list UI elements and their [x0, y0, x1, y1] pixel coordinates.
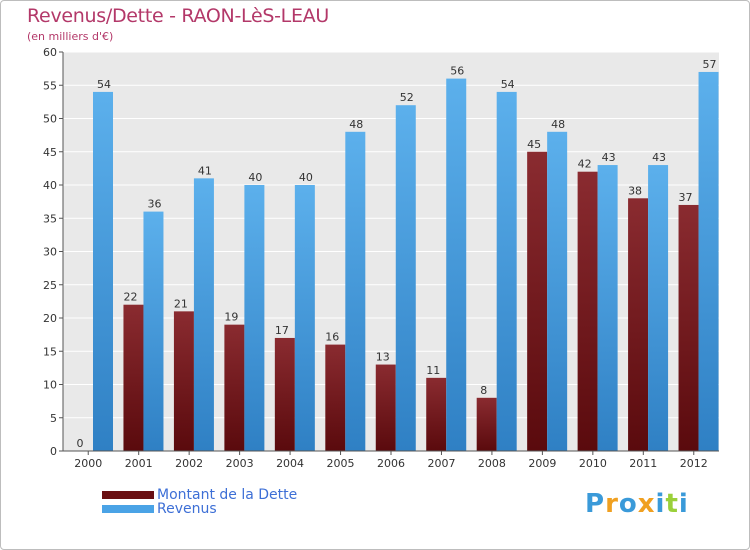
bar-revenus [244, 185, 265, 451]
y-tick-label: 45 [43, 146, 57, 159]
logo-letter: t [665, 489, 679, 519]
legend-label-revenus: Revenus [157, 501, 217, 517]
x-tick-label: 2000 [74, 457, 102, 470]
legend-swatch-dette [101, 490, 155, 500]
y-tick-label: 30 [43, 246, 57, 259]
legend-swatch-revenus [101, 504, 155, 514]
data-label-dette: 42 [578, 158, 592, 171]
data-label-revenus: 54 [501, 78, 515, 91]
y-tick-label: 20 [43, 312, 57, 325]
x-tick-label: 2006 [377, 457, 405, 470]
proxiti-logo: Proxiti [585, 489, 689, 519]
data-labels-group: 0 54 22 36 21 41 19 40 17 40 16 48 13 52 11 56 8 54 45 48 42… [77, 58, 717, 450]
data-label-dette: 21 [174, 297, 188, 310]
legend-label-dette: Montant de la Dette [157, 487, 298, 503]
x-tick-label: 2001 [125, 457, 153, 470]
y-tick-label: 10 [43, 379, 57, 392]
x-tick-label: 2008 [478, 457, 506, 470]
x-tick-label: 2003 [226, 457, 254, 470]
bar-dette [123, 304, 144, 451]
y-tick-label: 35 [43, 212, 57, 225]
y-tick-label: 0 [50, 445, 57, 458]
y-axis: 0 5 10 15 20 25 30 35 40 45 50 55 60 [43, 46, 64, 458]
data-label-revenus: 52 [400, 91, 414, 104]
bar-revenus [345, 131, 366, 452]
y-tick-label: 25 [43, 279, 57, 292]
bar-revenus [496, 91, 517, 452]
y-tick-label: 55 [43, 79, 57, 92]
data-label-dette: 16 [325, 331, 339, 344]
x-tick-label: 2012 [680, 457, 708, 470]
bar-dette [224, 324, 245, 451]
bar-revenus [597, 165, 618, 452]
x-axis: 2000 2001 2002 2003 2004 2005 2006 2007 2008 2009… [63, 450, 719, 470]
data-label-revenus: 41 [198, 164, 212, 177]
data-label-revenus: 43 [602, 151, 616, 164]
x-tick-label: 2005 [327, 457, 355, 470]
y-tick-label: 40 [43, 179, 57, 192]
bar-dette [678, 204, 699, 451]
logo-letter: P [585, 489, 606, 519]
chart-subtitle: (en milliers d'€) [27, 30, 114, 43]
bar-dette [628, 198, 649, 451]
data-label-revenus: 36 [147, 198, 161, 211]
bar-dette [375, 364, 396, 451]
data-label-dette: 38 [628, 184, 642, 197]
chart-title: Revenus/Dette - RAON-LèS-LEAU [27, 5, 329, 27]
bar-dette [577, 171, 598, 451]
x-tick-label: 2004 [276, 457, 304, 470]
data-label-dette: 8 [480, 384, 487, 397]
data-label-revenus: 43 [652, 151, 666, 164]
logo-letter: x [637, 489, 656, 519]
bar-dette [527, 151, 548, 451]
logo-letter: i [655, 489, 666, 519]
data-label-revenus: 54 [97, 78, 111, 91]
data-label-revenus: 40 [248, 171, 262, 184]
data-label-dette: 17 [275, 324, 289, 337]
data-label-revenus: 48 [551, 118, 565, 131]
bar-revenus [143, 211, 164, 451]
logo-letter: i [678, 489, 689, 519]
bar-revenus [446, 78, 467, 451]
bars-group [93, 71, 719, 452]
x-tick-label: 2002 [175, 457, 203, 470]
data-label-dette: 13 [376, 351, 390, 364]
data-label-dette: 11 [426, 364, 440, 377]
bar-revenus [395, 105, 416, 451]
y-tick-label: 5 [50, 412, 57, 425]
bar-revenus [193, 178, 214, 451]
data-label-revenus: 56 [450, 65, 464, 78]
logo-letter: o [618, 489, 638, 519]
x-tick-label: 2007 [427, 457, 455, 470]
data-label-dette: 19 [224, 311, 238, 324]
data-label-revenus: 57 [703, 58, 717, 71]
y-tick-label: 50 [43, 113, 57, 126]
data-label-dette: 37 [679, 191, 693, 204]
data-label-revenus: 48 [349, 118, 363, 131]
x-tick-label: 2010 [579, 457, 607, 470]
x-tick-label: 2009 [528, 457, 556, 470]
bar-dette [274, 337, 295, 451]
x-tick-label: 2011 [629, 457, 657, 470]
y-tick-label: 15 [43, 345, 57, 358]
bar-dette [426, 377, 447, 451]
bar-dette [325, 344, 346, 451]
data-label-dette: 0 [77, 437, 84, 450]
bar-revenus [698, 71, 719, 451]
bar-revenus [93, 91, 113, 452]
bar-dette [173, 311, 194, 451]
bar-revenus [648, 165, 669, 452]
data-label-revenus: 40 [299, 171, 313, 184]
bar-dette [476, 397, 497, 451]
data-label-dette: 45 [527, 138, 541, 151]
y-tick-label: 60 [43, 46, 57, 59]
logo-letter: r [605, 489, 619, 519]
bar-revenus [547, 131, 568, 452]
data-label-dette: 22 [123, 291, 137, 304]
bar-revenus [294, 185, 315, 451]
